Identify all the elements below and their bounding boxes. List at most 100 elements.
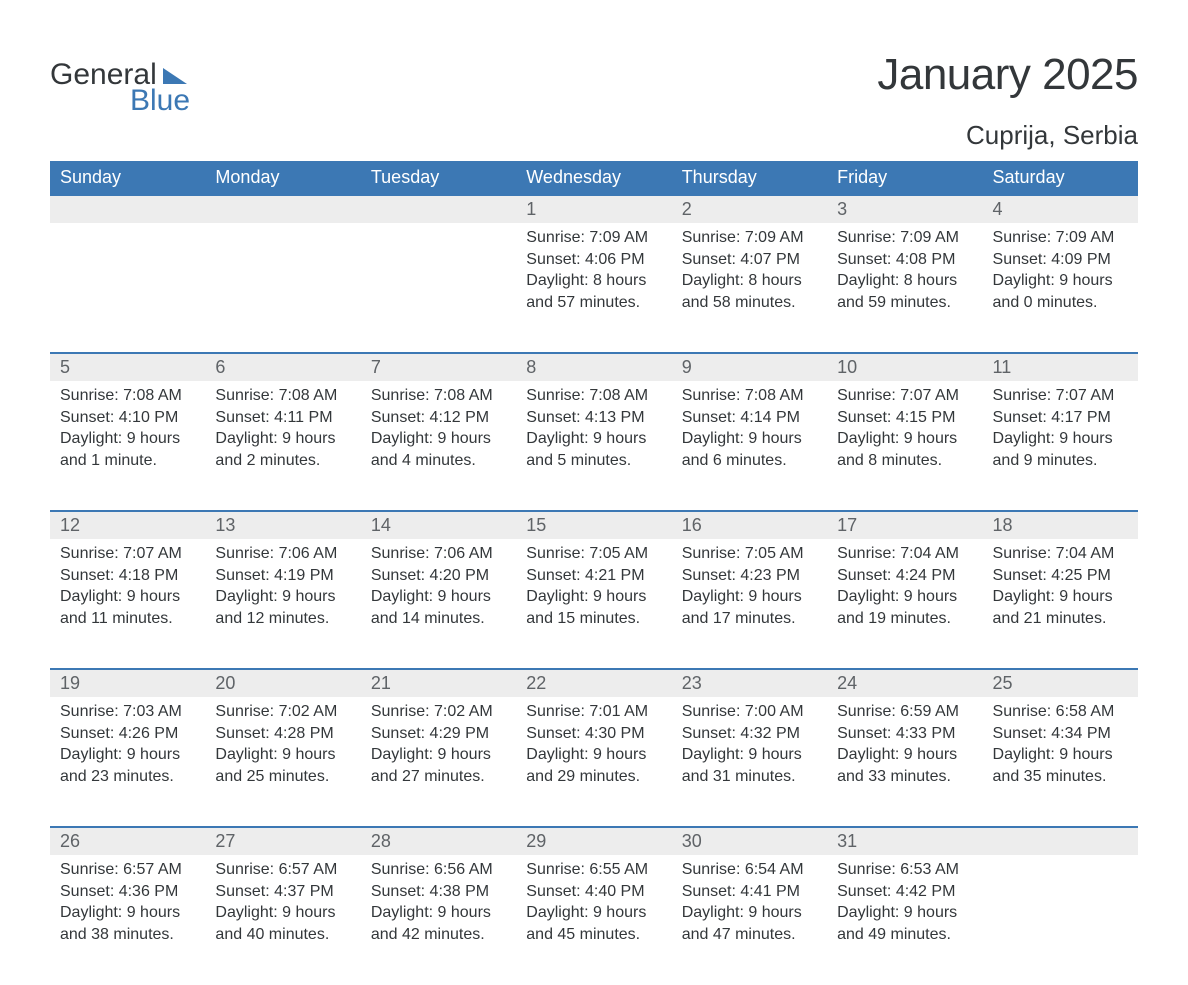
week-daynum-row: 19202122232425 xyxy=(50,669,1138,697)
day-cell-body: Sunrise: 7:04 AMSunset: 4:24 PMDaylight:… xyxy=(827,539,982,639)
daynum-cell: 30 xyxy=(672,827,827,855)
sunrise-line: Sunrise: 6:54 AM xyxy=(682,859,817,881)
day-number: 9 xyxy=(682,357,692,377)
day-number: 10 xyxy=(837,357,857,377)
header-row: General Blue January 2025 Cuprija, Serbi… xyxy=(50,50,1138,151)
day-cell-body: Sunrise: 7:05 AMSunset: 4:23 PMDaylight:… xyxy=(672,539,827,639)
sunset-line: Sunset: 4:25 PM xyxy=(993,565,1128,587)
day-cell: Sunrise: 7:09 AMSunset: 4:09 PMDaylight:… xyxy=(983,223,1138,353)
day-number: 15 xyxy=(526,515,546,535)
day-cell-body: Sunrise: 7:02 AMSunset: 4:28 PMDaylight:… xyxy=(205,697,360,797)
daylight-line-2: and 45 minutes. xyxy=(526,924,661,946)
sunset-line: Sunset: 4:17 PM xyxy=(993,407,1128,429)
daynum-cell: 29 xyxy=(516,827,671,855)
day-number: 4 xyxy=(993,199,1003,219)
day-cell-body: Sunrise: 7:05 AMSunset: 4:21 PMDaylight:… xyxy=(516,539,671,639)
sunrise-line: Sunrise: 7:08 AM xyxy=(371,385,506,407)
sunrise-line: Sunrise: 6:57 AM xyxy=(60,859,195,881)
day-number: 2 xyxy=(682,199,692,219)
day-cell: Sunrise: 6:54 AMSunset: 4:41 PMDaylight:… xyxy=(672,855,827,985)
daylight-line-2: and 1 minute. xyxy=(60,450,195,472)
day-number: 1 xyxy=(526,199,536,219)
day-cell: Sunrise: 7:09 AMSunset: 4:08 PMDaylight:… xyxy=(827,223,982,353)
day-cell-body: Sunrise: 7:09 AMSunset: 4:08 PMDaylight:… xyxy=(827,223,982,323)
day-number: 17 xyxy=(837,515,857,535)
day-cell: Sunrise: 7:04 AMSunset: 4:25 PMDaylight:… xyxy=(983,539,1138,669)
daylight-line-1: Daylight: 9 hours xyxy=(682,902,817,924)
daylight-line-1: Daylight: 9 hours xyxy=(993,270,1128,292)
day-cell: Sunrise: 7:05 AMSunset: 4:21 PMDaylight:… xyxy=(516,539,671,669)
sunrise-line: Sunrise: 7:02 AM xyxy=(215,701,350,723)
daynum-cell: 18 xyxy=(983,511,1138,539)
daylight-line-2: and 14 minutes. xyxy=(371,608,506,630)
sunrise-line: Sunrise: 6:53 AM xyxy=(837,859,972,881)
daynum-cell: 5 xyxy=(50,353,205,381)
daylight-line-2: and 57 minutes. xyxy=(526,292,661,314)
day-number: 28 xyxy=(371,831,391,851)
daylight-line-1: Daylight: 9 hours xyxy=(215,744,350,766)
week-body-row: Sunrise: 7:09 AMSunset: 4:06 PMDaylight:… xyxy=(50,223,1138,353)
day-cell-body: Sunrise: 7:07 AMSunset: 4:17 PMDaylight:… xyxy=(983,381,1138,481)
sunrise-line: Sunrise: 7:08 AM xyxy=(60,385,195,407)
daylight-line-1: Daylight: 9 hours xyxy=(371,744,506,766)
sunset-line: Sunset: 4:12 PM xyxy=(371,407,506,429)
day-cell: Sunrise: 7:08 AMSunset: 4:13 PMDaylight:… xyxy=(516,381,671,511)
daynum-cell: 25 xyxy=(983,669,1138,697)
daylight-line-2: and 0 minutes. xyxy=(993,292,1128,314)
sunrise-line: Sunrise: 7:09 AM xyxy=(526,227,661,249)
daynum-cell: 14 xyxy=(361,511,516,539)
sunrise-line: Sunrise: 7:00 AM xyxy=(682,701,817,723)
day-cell-body: Sunrise: 7:08 AMSunset: 4:13 PMDaylight:… xyxy=(516,381,671,481)
daylight-line-1: Daylight: 8 hours xyxy=(682,270,817,292)
daylight-line-1: Daylight: 8 hours xyxy=(837,270,972,292)
daylight-line-2: and 6 minutes. xyxy=(682,450,817,472)
day-number: 19 xyxy=(60,673,80,693)
daynum-cell: 2 xyxy=(672,195,827,223)
daylight-line-1: Daylight: 9 hours xyxy=(60,902,195,924)
daylight-line-1: Daylight: 9 hours xyxy=(993,428,1128,450)
sunrise-line: Sunrise: 7:01 AM xyxy=(526,701,661,723)
day-number: 31 xyxy=(837,831,857,851)
daylight-line-2: and 58 minutes. xyxy=(682,292,817,314)
day-cell: Sunrise: 6:56 AMSunset: 4:38 PMDaylight:… xyxy=(361,855,516,985)
sunset-line: Sunset: 4:07 PM xyxy=(682,249,817,271)
day-cell-body: Sunrise: 7:07 AMSunset: 4:15 PMDaylight:… xyxy=(827,381,982,481)
week-daynum-row: 12131415161718 xyxy=(50,511,1138,539)
week-body-row: Sunrise: 7:07 AMSunset: 4:18 PMDaylight:… xyxy=(50,539,1138,669)
sunset-line: Sunset: 4:06 PM xyxy=(526,249,661,271)
day-cell: Sunrise: 6:55 AMSunset: 4:40 PMDaylight:… xyxy=(516,855,671,985)
daylight-line-2: and 12 minutes. xyxy=(215,608,350,630)
day-cell-body: Sunrise: 6:56 AMSunset: 4:38 PMDaylight:… xyxy=(361,855,516,955)
day-number: 22 xyxy=(526,673,546,693)
sunset-line: Sunset: 4:09 PM xyxy=(993,249,1128,271)
day-cell-body: Sunrise: 7:00 AMSunset: 4:32 PMDaylight:… xyxy=(672,697,827,797)
sunrise-line: Sunrise: 7:07 AM xyxy=(837,385,972,407)
daylight-line-2: and 8 minutes. xyxy=(837,450,972,472)
daylight-line-2: and 49 minutes. xyxy=(837,924,972,946)
daylight-line-2: and 38 minutes. xyxy=(60,924,195,946)
day-cell xyxy=(983,855,1138,985)
daylight-line-1: Daylight: 9 hours xyxy=(526,586,661,608)
day-cell: Sunrise: 7:06 AMSunset: 4:19 PMDaylight:… xyxy=(205,539,360,669)
day-cell: Sunrise: 7:07 AMSunset: 4:15 PMDaylight:… xyxy=(827,381,982,511)
day-cell-body: Sunrise: 6:57 AMSunset: 4:36 PMDaylight:… xyxy=(50,855,205,955)
sunrise-line: Sunrise: 7:04 AM xyxy=(993,543,1128,565)
day-cell xyxy=(50,223,205,353)
sunrise-line: Sunrise: 7:09 AM xyxy=(993,227,1128,249)
day-cell: Sunrise: 7:03 AMSunset: 4:26 PMDaylight:… xyxy=(50,697,205,827)
day-cell: Sunrise: 7:07 AMSunset: 4:17 PMDaylight:… xyxy=(983,381,1138,511)
day-cell-body: Sunrise: 6:57 AMSunset: 4:37 PMDaylight:… xyxy=(205,855,360,955)
daynum-cell: 15 xyxy=(516,511,671,539)
daylight-line-2: and 23 minutes. xyxy=(60,766,195,788)
day-cell-body: Sunrise: 7:06 AMSunset: 4:20 PMDaylight:… xyxy=(361,539,516,639)
sunrise-line: Sunrise: 7:04 AM xyxy=(837,543,972,565)
daynum-cell: 11 xyxy=(983,353,1138,381)
day-cell-body: Sunrise: 6:55 AMSunset: 4:40 PMDaylight:… xyxy=(516,855,671,955)
sunset-line: Sunset: 4:08 PM xyxy=(837,249,972,271)
sunrise-line: Sunrise: 7:09 AM xyxy=(682,227,817,249)
sunset-line: Sunset: 4:34 PM xyxy=(993,723,1128,745)
day-number: 13 xyxy=(215,515,235,535)
day-cell: Sunrise: 7:02 AMSunset: 4:28 PMDaylight:… xyxy=(205,697,360,827)
day-cell-body: Sunrise: 6:58 AMSunset: 4:34 PMDaylight:… xyxy=(983,697,1138,797)
daynum-cell: 24 xyxy=(827,669,982,697)
